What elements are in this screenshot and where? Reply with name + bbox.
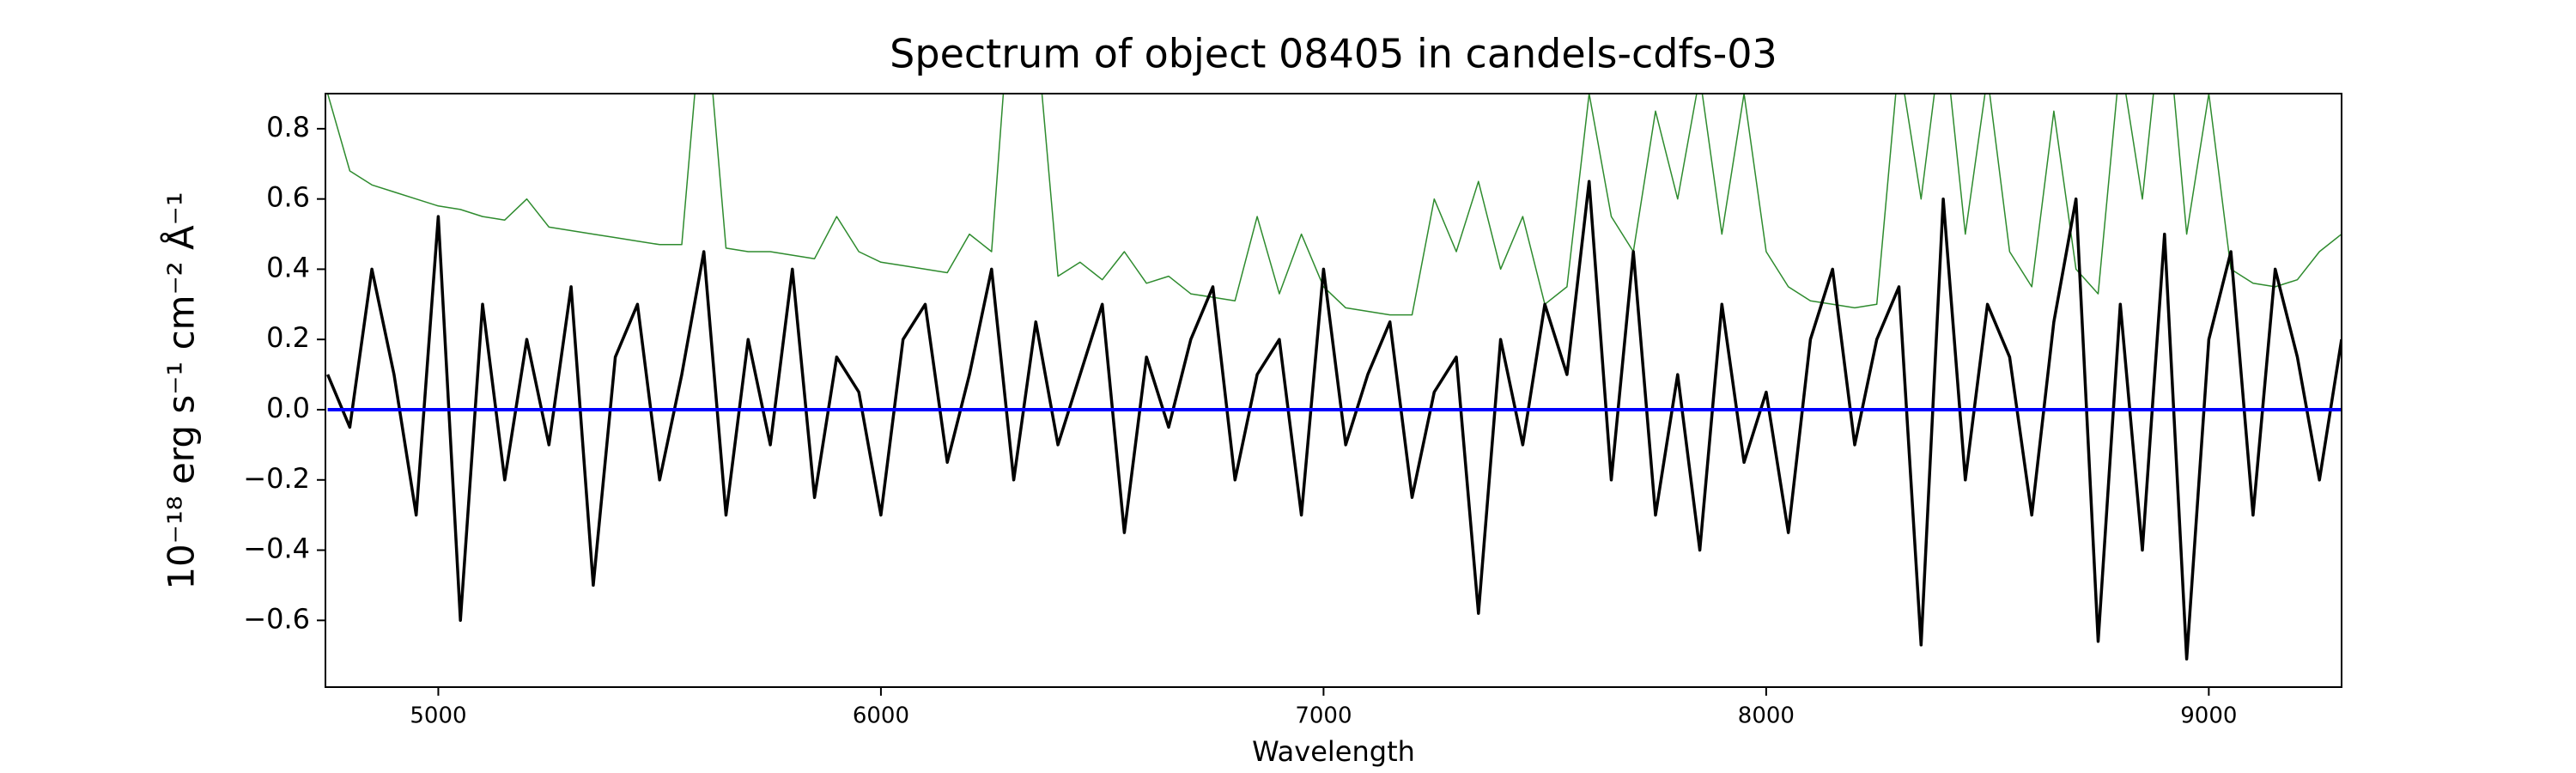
x-tick-label: 9000 [2180, 703, 2237, 729]
y-tick-label: 0.8 [266, 111, 310, 143]
spectrum-line [326, 94, 2342, 316]
y-tick-label: 0.0 [266, 392, 310, 424]
plot-lines [325, 94, 2342, 661]
y-tick-label: −0.6 [243, 602, 310, 635]
x-tick-label: 7000 [1295, 703, 1352, 729]
plot-frame [325, 93, 2342, 688]
spectrum-line [325, 180, 2342, 661]
x-tick-label: 5000 [410, 703, 466, 729]
y-tick-label: −0.2 [243, 462, 310, 495]
y-tick-label: 0.4 [266, 251, 310, 283]
chart-title: Spectrum of object 08405 in candels-cdfs… [890, 31, 1777, 77]
y-tick-label: −0.4 [243, 533, 310, 565]
y-tick-label: 0.6 [266, 181, 310, 214]
x-axis-label: Wavelength [1252, 735, 1415, 768]
x-tick-label: 8000 [1738, 703, 1795, 729]
x-tick-label: 6000 [853, 703, 909, 729]
y-tick-label: 0.2 [266, 321, 310, 354]
y-axis-label: 10⁻¹⁸ erg s⁻¹ cm⁻² Å⁻¹ [160, 192, 203, 589]
